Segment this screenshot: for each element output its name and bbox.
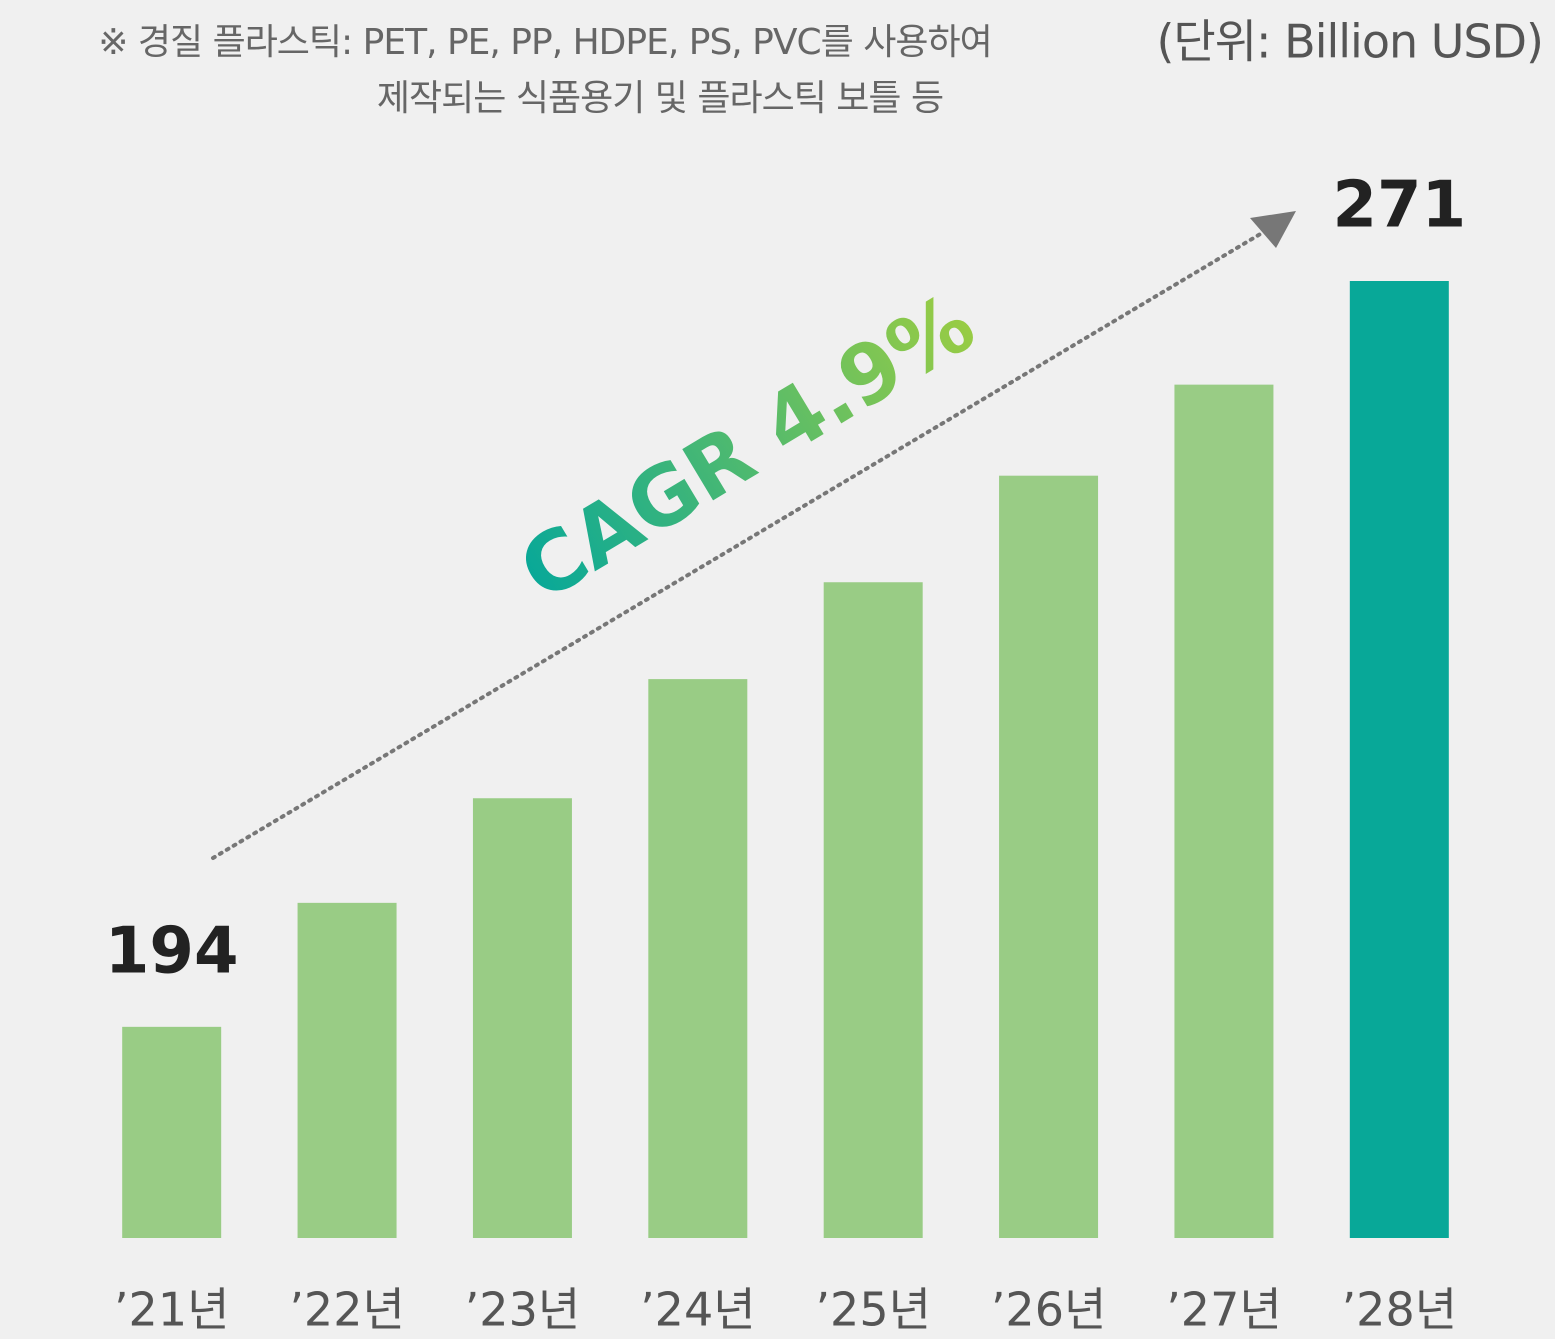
bar <box>999 475 1099 1238</box>
bar <box>122 1026 222 1238</box>
note: 제작되는 식품용기 및 플라스틱 보틀 등 <box>377 78 943 119</box>
x-tick-label: ’26년 <box>991 1283 1106 1337</box>
x-tick-label: ’25년 <box>815 1283 930 1337</box>
note: ※ 경질 플라스틱: PET, PE, PP, HDPE, PS, PVC를 사… <box>98 22 991 63</box>
value-label: 194 <box>105 914 239 988</box>
bar <box>1174 384 1274 1238</box>
x-tick-label: ’28년 <box>1342 1283 1457 1337</box>
x-tick-label: ’22년 <box>289 1283 404 1337</box>
x-tick-label: ’23년 <box>465 1283 580 1337</box>
bar <box>297 902 397 1238</box>
arrow-head <box>1250 211 1296 248</box>
bar <box>1349 281 1449 1238</box>
bar <box>823 582 923 1238</box>
unit-label: (단위: Billion USD) <box>1156 15 1543 69</box>
trend-arrow <box>211 231 1264 860</box>
bar <box>472 798 572 1238</box>
cagr-label: CAGR 4.9% <box>504 276 990 620</box>
bar <box>648 679 748 1238</box>
value-label: 271 <box>1333 169 1467 243</box>
x-tick-label: ’24년 <box>640 1283 755 1337</box>
x-tick-label: ’27년 <box>1166 1283 1281 1337</box>
x-tick-label: ’21년 <box>114 1283 229 1337</box>
